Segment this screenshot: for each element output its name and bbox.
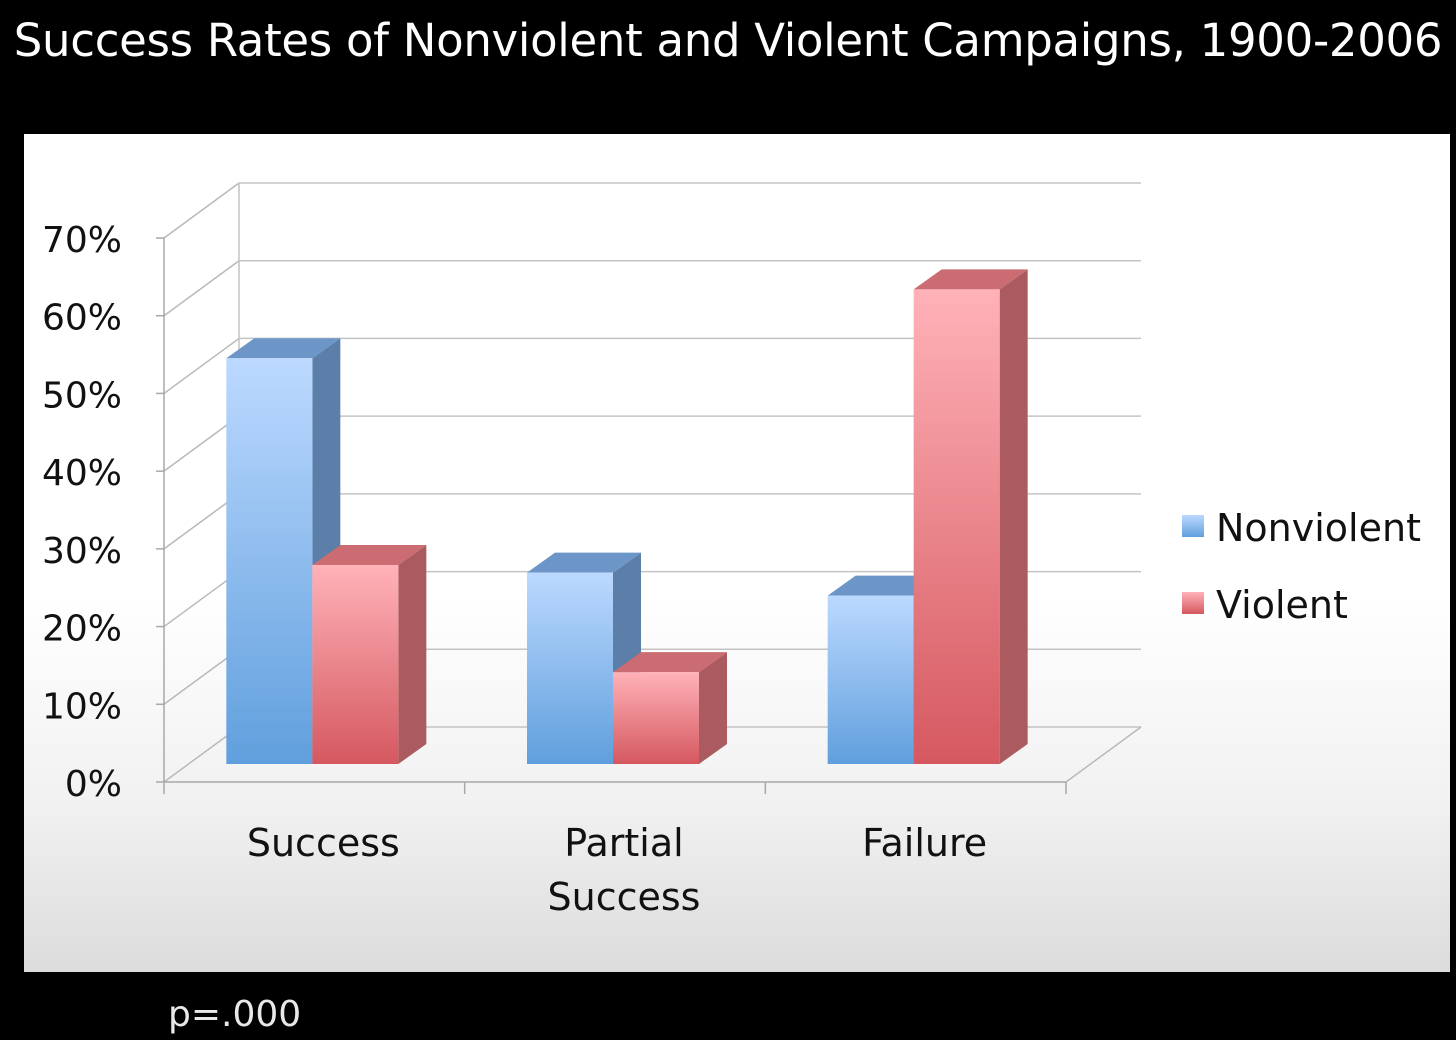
bar-violent-1 — [613, 652, 727, 764]
y-tick-label: 30% — [42, 531, 122, 572]
legend-item-violent: Violent — [1182, 583, 1348, 627]
legend-swatch — [1182, 515, 1204, 537]
x-category-label: Failure — [862, 821, 987, 865]
y-tick-label: 60% — [42, 298, 122, 339]
y-tick-label: 10% — [42, 686, 122, 727]
x-category-label: Success — [247, 821, 400, 865]
p-value-note: p=.000 — [168, 994, 302, 1035]
gridline-diagonal — [163, 337, 240, 395]
legend-swatch — [1182, 592, 1204, 614]
bar-front — [613, 672, 699, 764]
legend-item-nonviolent: Nonviolent — [1182, 506, 1421, 550]
bar-chart: 0% 10% 20% 30% 40% 50% 60% 70% Success Partial Su… — [42, 182, 1421, 919]
bar-top — [827, 575, 942, 596]
bar-front — [226, 358, 313, 764]
bar-top — [527, 552, 641, 573]
bar-top — [613, 652, 727, 673]
bar-front — [527, 572, 613, 764]
legend-label: Violent — [1216, 583, 1348, 627]
bar-side — [398, 544, 427, 764]
bar-top — [226, 338, 341, 359]
legend-label: Nonviolent — [1216, 506, 1421, 550]
bar-front — [827, 595, 914, 764]
y-tick-label: 40% — [42, 453, 122, 494]
chart-panel: 0% 10% 20% 30% 40% 50% 60% 70% Success Partial Su… — [24, 134, 1450, 972]
y-tick-label: 50% — [42, 375, 122, 416]
chart-title: Success Rates of Nonviolent and Violent … — [13, 14, 1443, 67]
y-tick-label: 20% — [42, 609, 122, 650]
bar-side — [699, 652, 727, 764]
bar-side — [999, 269, 1028, 764]
bar-top — [913, 269, 1028, 290]
bar-violent-2 — [913, 269, 1028, 764]
y-tick-label: 70% — [42, 220, 122, 261]
gridline-diagonal — [163, 182, 240, 239]
bar-top — [312, 544, 427, 565]
y-tick-label: 0% — [65, 764, 122, 805]
bar-front — [913, 289, 1000, 764]
gridline-diagonal — [163, 260, 240, 317]
bar-front — [312, 564, 399, 764]
floor-edge — [1065, 726, 1142, 783]
x-category-label: Partial Success — [548, 821, 701, 919]
bar-nonviolent-1 — [527, 552, 641, 764]
bar-violent-0 — [312, 544, 427, 764]
